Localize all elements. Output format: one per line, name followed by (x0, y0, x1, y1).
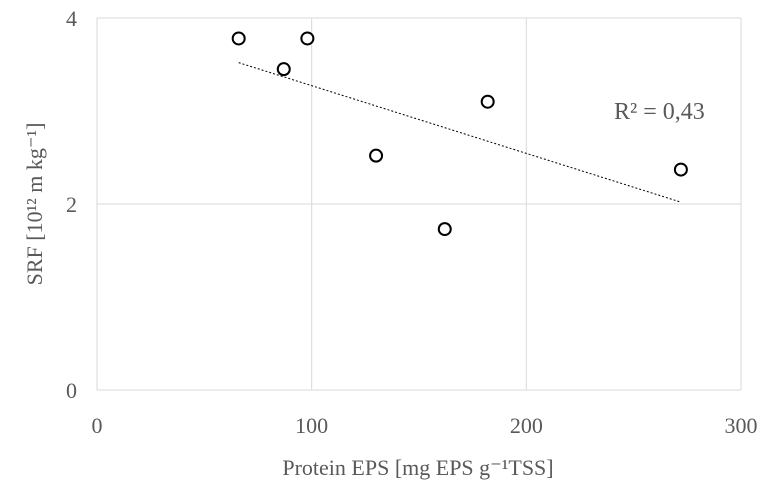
data-points (231, 31, 688, 237)
data-point (437, 222, 452, 237)
data-point (276, 62, 291, 77)
r-squared-annotation: R² = 0,43 (614, 99, 705, 125)
x-tick-label: 0 (92, 413, 103, 438)
y-tick-label: 2 (66, 192, 77, 217)
data-point (673, 162, 688, 177)
x-tick-label: 300 (725, 413, 758, 438)
axes (96, 18, 741, 391)
y-tick-label: 4 (66, 6, 77, 31)
x-tick-label: 200 (510, 413, 543, 438)
tick-labels: 0 100 200 300 0 2 4 (66, 6, 758, 438)
gridlines (97, 17, 742, 390)
data-point (300, 31, 315, 46)
y-tick-label: 0 (66, 378, 77, 403)
y-axis-label: SRF [10¹² m kg⁻¹] (22, 123, 47, 286)
x-axis-label: Protein EPS [mg EPS g⁻¹TSS] (282, 455, 553, 480)
x-tick-label: 100 (295, 413, 328, 438)
data-point (231, 31, 246, 46)
data-point (369, 148, 384, 163)
trendline (238, 62, 682, 203)
data-point (480, 94, 495, 109)
